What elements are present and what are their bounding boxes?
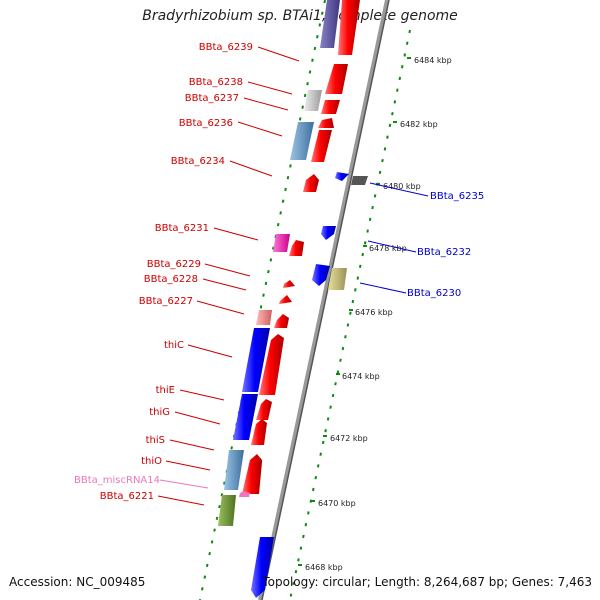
gene-label[interactable]: BBta_6229 <box>147 259 201 270</box>
genome-axis-shadow <box>261 0 390 600</box>
gene-block[interactable] <box>224 450 244 490</box>
tick-label: 6472 kbp <box>330 434 368 443</box>
gene-label[interactable]: BBta_6234 <box>171 156 225 167</box>
map-title: Bradyrhizobium sp. BTAi1, complete genom… <box>142 8 458 24</box>
gene-block[interactable] <box>320 0 340 48</box>
tick-label: 6468 kbp <box>305 563 343 572</box>
gene-arrow[interactable] <box>256 399 272 420</box>
accession-text: Accession: NC_009485 <box>9 575 146 589</box>
gene-label[interactable]: BBta_6236 <box>179 118 233 129</box>
gene-label[interactable]: thiC <box>164 340 184 351</box>
tick-label: 6484 kbp <box>414 56 452 65</box>
gene-block[interactable] <box>233 394 258 440</box>
gene-label[interactable]: BBta_miscRNA14 <box>74 475 160 486</box>
misc-features <box>218 0 340 526</box>
ruler-dots-left <box>199 0 326 600</box>
left-gene-labels: BBta_6239 BBta_6238 BBta_6237 BBta_6236 … <box>74 42 253 502</box>
gene-arrow[interactable] <box>303 174 319 192</box>
gene-label[interactable]: thiO <box>141 456 162 467</box>
label-leaders-right <box>359 182 429 294</box>
gene-label[interactable]: BBta_6231 <box>155 223 209 234</box>
gene-label[interactable]: BBta_6239 <box>199 42 253 53</box>
gene-arrow[interactable] <box>311 130 332 162</box>
gene-block[interactable] <box>218 495 236 526</box>
gene-block[interactable] <box>351 176 368 185</box>
gene-arrow[interactable] <box>283 280 295 288</box>
gene-arrow[interactable] <box>279 295 292 304</box>
gene-label[interactable]: BBta_6228 <box>144 274 198 285</box>
tick-label: 6480 kbp <box>383 182 421 191</box>
gene-arrow[interactable] <box>321 100 340 114</box>
gene-block[interactable] <box>304 90 322 111</box>
gene-label[interactable]: BBta_6230 <box>407 288 461 299</box>
gene-arrow[interactable] <box>251 537 274 598</box>
gene-label[interactable]: BBta_6232 <box>417 247 471 258</box>
gene-label[interactable]: BBta_6227 <box>139 296 193 307</box>
gene-block[interactable] <box>290 122 314 160</box>
label-leaders-left <box>157 46 300 506</box>
gene-arrow[interactable] <box>242 454 262 494</box>
tick-label: 6482 kbp <box>400 120 438 129</box>
gene-arrow[interactable] <box>335 172 349 181</box>
gene-label[interactable]: thiS <box>146 435 165 446</box>
gene-arrow[interactable] <box>259 334 284 395</box>
gene-arrow[interactable] <box>239 491 250 497</box>
gene-label[interactable]: BBta_6221 <box>100 491 154 502</box>
genome-axis <box>258 0 389 600</box>
gene-block[interactable] <box>328 268 347 290</box>
forward-genes <box>239 0 360 497</box>
gene-arrow[interactable] <box>251 419 267 445</box>
gene-label[interactable]: BBta_6235 <box>430 191 484 202</box>
tick-label: 6474 kbp <box>342 372 380 381</box>
gene-arrow[interactable] <box>289 240 304 256</box>
gene-label[interactable]: BBta_6238 <box>189 77 243 88</box>
gene-arrow[interactable] <box>321 226 336 240</box>
right-gene-labels: BBta_6235 BBta_6232 BBta_6230 <box>407 191 484 299</box>
gene-arrow[interactable] <box>274 314 289 328</box>
gene-block[interactable] <box>256 310 272 325</box>
tick-label: 6470 kbp <box>318 499 356 508</box>
tick-label: 6478 kbp <box>369 244 407 253</box>
gene-block[interactable] <box>273 234 290 252</box>
ruler-dots-right <box>289 29 411 600</box>
gene-block[interactable] <box>242 328 270 392</box>
genome-summary-text: Topology: circular; Length: 8,264,687 bp… <box>262 575 592 589</box>
gene-arrow[interactable] <box>325 64 348 94</box>
scale-ticks: 6484 kbp 6482 kbp 6480 kbp 6478 kbp 6476… <box>298 56 452 572</box>
gene-label[interactable]: thiE <box>156 385 175 396</box>
gene-label[interactable]: thiG <box>149 407 170 418</box>
gene-arrow[interactable] <box>338 0 360 55</box>
gene-arrow[interactable] <box>318 118 334 128</box>
gene-arrow[interactable] <box>312 264 330 286</box>
tick-label: 6476 kbp <box>355 308 393 317</box>
gene-label[interactable]: BBta_6237 <box>185 93 239 104</box>
reverse-genes <box>251 172 368 598</box>
